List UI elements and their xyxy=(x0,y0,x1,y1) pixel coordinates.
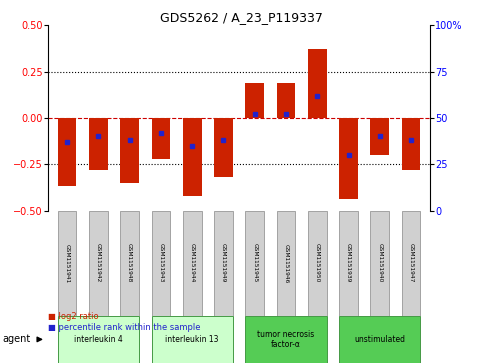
Text: GSM1151947: GSM1151947 xyxy=(409,244,413,283)
Bar xyxy=(214,118,233,177)
Text: GSM1151939: GSM1151939 xyxy=(346,244,351,283)
Bar xyxy=(57,316,139,363)
Bar xyxy=(57,211,76,316)
Text: GSM1151944: GSM1151944 xyxy=(190,244,195,283)
Bar xyxy=(339,211,358,316)
Text: GSM1151943: GSM1151943 xyxy=(158,244,163,283)
Text: GSM1151940: GSM1151940 xyxy=(377,244,383,283)
Bar xyxy=(120,118,139,183)
Text: GDS5262 / A_23_P119337: GDS5262 / A_23_P119337 xyxy=(160,11,323,24)
Bar xyxy=(120,211,139,316)
Bar xyxy=(89,211,108,316)
Text: interleukin 4: interleukin 4 xyxy=(74,335,123,344)
Text: tumor necrosis
factor-α: tumor necrosis factor-α xyxy=(257,330,314,349)
Bar xyxy=(339,316,421,363)
Text: GSM1151949: GSM1151949 xyxy=(221,244,226,283)
Bar xyxy=(339,118,358,199)
Bar xyxy=(152,118,170,159)
Bar xyxy=(308,211,327,316)
Text: unstimulated: unstimulated xyxy=(355,335,405,344)
Text: ■ log2 ratio: ■ log2 ratio xyxy=(48,312,99,321)
Bar xyxy=(183,211,201,316)
Bar xyxy=(277,211,296,316)
Bar xyxy=(402,118,421,170)
Text: GSM1151948: GSM1151948 xyxy=(127,244,132,283)
Bar xyxy=(214,211,233,316)
Bar xyxy=(57,118,76,187)
Text: ■ percentile rank within the sample: ■ percentile rank within the sample xyxy=(48,323,201,332)
Bar xyxy=(402,211,421,316)
Bar xyxy=(308,49,327,118)
Text: GSM1151946: GSM1151946 xyxy=(284,244,288,283)
Text: GSM1151945: GSM1151945 xyxy=(252,244,257,283)
Text: GSM1151950: GSM1151950 xyxy=(315,244,320,283)
Text: agent: agent xyxy=(2,334,30,344)
Bar xyxy=(245,316,327,363)
Bar xyxy=(245,211,264,316)
Text: GSM1151942: GSM1151942 xyxy=(96,244,101,283)
Bar xyxy=(370,211,389,316)
Text: GSM1151941: GSM1151941 xyxy=(65,244,70,283)
Bar xyxy=(152,316,233,363)
Text: interleukin 13: interleukin 13 xyxy=(165,335,219,344)
Bar xyxy=(89,118,108,170)
Bar xyxy=(152,211,170,316)
Bar xyxy=(245,83,264,118)
Bar xyxy=(277,83,296,118)
Bar xyxy=(183,118,201,196)
Bar xyxy=(370,118,389,155)
